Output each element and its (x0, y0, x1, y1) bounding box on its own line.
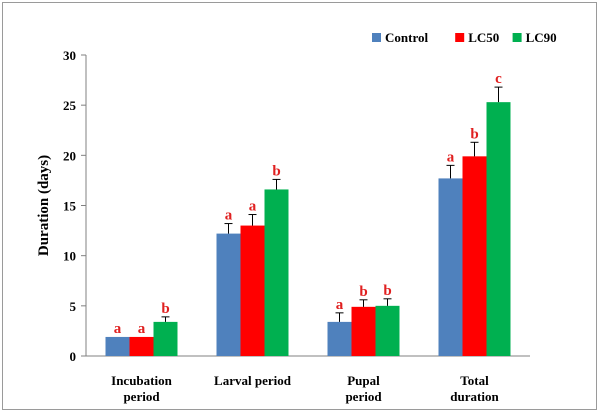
significance-label: a (138, 321, 146, 337)
significance-label: c (495, 71, 502, 87)
y-tick-label: 25 (63, 98, 77, 113)
bar-lc90-3 (486, 102, 511, 356)
significance-label: b (359, 284, 367, 300)
bar-control-3 (438, 178, 463, 356)
y-tick-label: 20 (63, 148, 76, 163)
significance-label: b (383, 283, 391, 299)
x-tick-label: duration (450, 389, 499, 404)
x-tick-label: Pupal (347, 373, 380, 388)
x-tick-label: Larval period (214, 373, 292, 388)
bar-lc90-0 (153, 321, 178, 356)
bar-control-2 (327, 321, 352, 356)
bar-lc50-1 (240, 225, 265, 356)
bar-control-1 (216, 233, 241, 356)
significance-label: b (161, 301, 169, 317)
chart-frame (2, 2, 597, 410)
significance-label: b (470, 126, 478, 142)
bar-lc90-1 (264, 189, 289, 356)
legend-swatch-lc50 (455, 33, 465, 42)
y-tick-label: 30 (63, 48, 76, 63)
x-tick-label: Total (460, 373, 489, 388)
bar-lc50-3 (462, 156, 487, 356)
significance-label: a (447, 149, 455, 165)
bar-lc50-2 (351, 306, 376, 356)
legend-swatch-lc90 (512, 33, 522, 42)
bar-lc90-2 (375, 305, 400, 356)
y-tick-label: 10 (63, 249, 76, 264)
x-tick-label: period (345, 389, 382, 404)
y-tick-label: 0 (70, 349, 77, 364)
legend-label-lc90: LC90 (526, 30, 557, 45)
x-tick-label: Incubation (111, 373, 172, 388)
significance-label: a (249, 199, 257, 215)
legend-swatch-control (372, 33, 381, 42)
legend-label-control: Control (385, 30, 428, 45)
bar-control-0 (105, 336, 130, 356)
bar-lc50-0 (129, 336, 154, 356)
significance-label: a (336, 297, 344, 313)
y-tick-label: 15 (63, 199, 77, 214)
y-axis-label: Duration (days) (36, 155, 52, 256)
y-tick-label: 5 (70, 299, 77, 314)
significance-label: a (114, 321, 122, 337)
significance-label: a (225, 208, 233, 224)
legend-label-lc50: LC50 (468, 30, 499, 45)
significance-label: b (272, 163, 280, 179)
x-tick-label: period (123, 389, 160, 404)
